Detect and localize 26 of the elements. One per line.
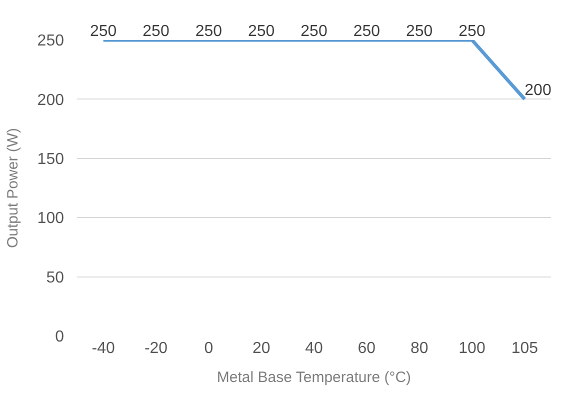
y-tick-label: 50 [46, 269, 64, 286]
data-label: 250 [248, 23, 275, 40]
x-axis-title: Metal Base Temperature (°C) [216, 369, 412, 386]
data-label: 250 [406, 23, 433, 40]
x-tick-label: 105 [511, 340, 538, 357]
y-axis-title: Output Power (W) [4, 128, 22, 248]
y-tick-label: 100 [37, 210, 64, 228]
data-label: 250 [300, 23, 328, 40]
data-label: 250 [142, 23, 170, 40]
x-tick-label: 0 [204, 340, 214, 357]
x-tick-label: 20 [252, 340, 270, 357]
y-tick-label: 250 [37, 32, 64, 50]
data-label: 250 [353, 23, 380, 40]
x-tick-label: 80 [410, 340, 428, 357]
data-label: 200 [524, 82, 552, 100]
y-tick-label: 0 [55, 328, 64, 346]
y-tick-label: 200 [37, 92, 64, 109]
data-label: 250 [90, 23, 117, 40]
data-label: 250 [195, 23, 222, 40]
x-tick-label: 40 [305, 340, 323, 357]
x-tick-label: 60 [358, 340, 376, 357]
x-tick-label: 100 [458, 340, 486, 357]
x-tick-label: -20 [144, 340, 168, 357]
data-label: 250 [458, 23, 486, 40]
x-tick-label: -40 [92, 340, 115, 357]
y-tick-label: 150 [37, 151, 64, 168]
